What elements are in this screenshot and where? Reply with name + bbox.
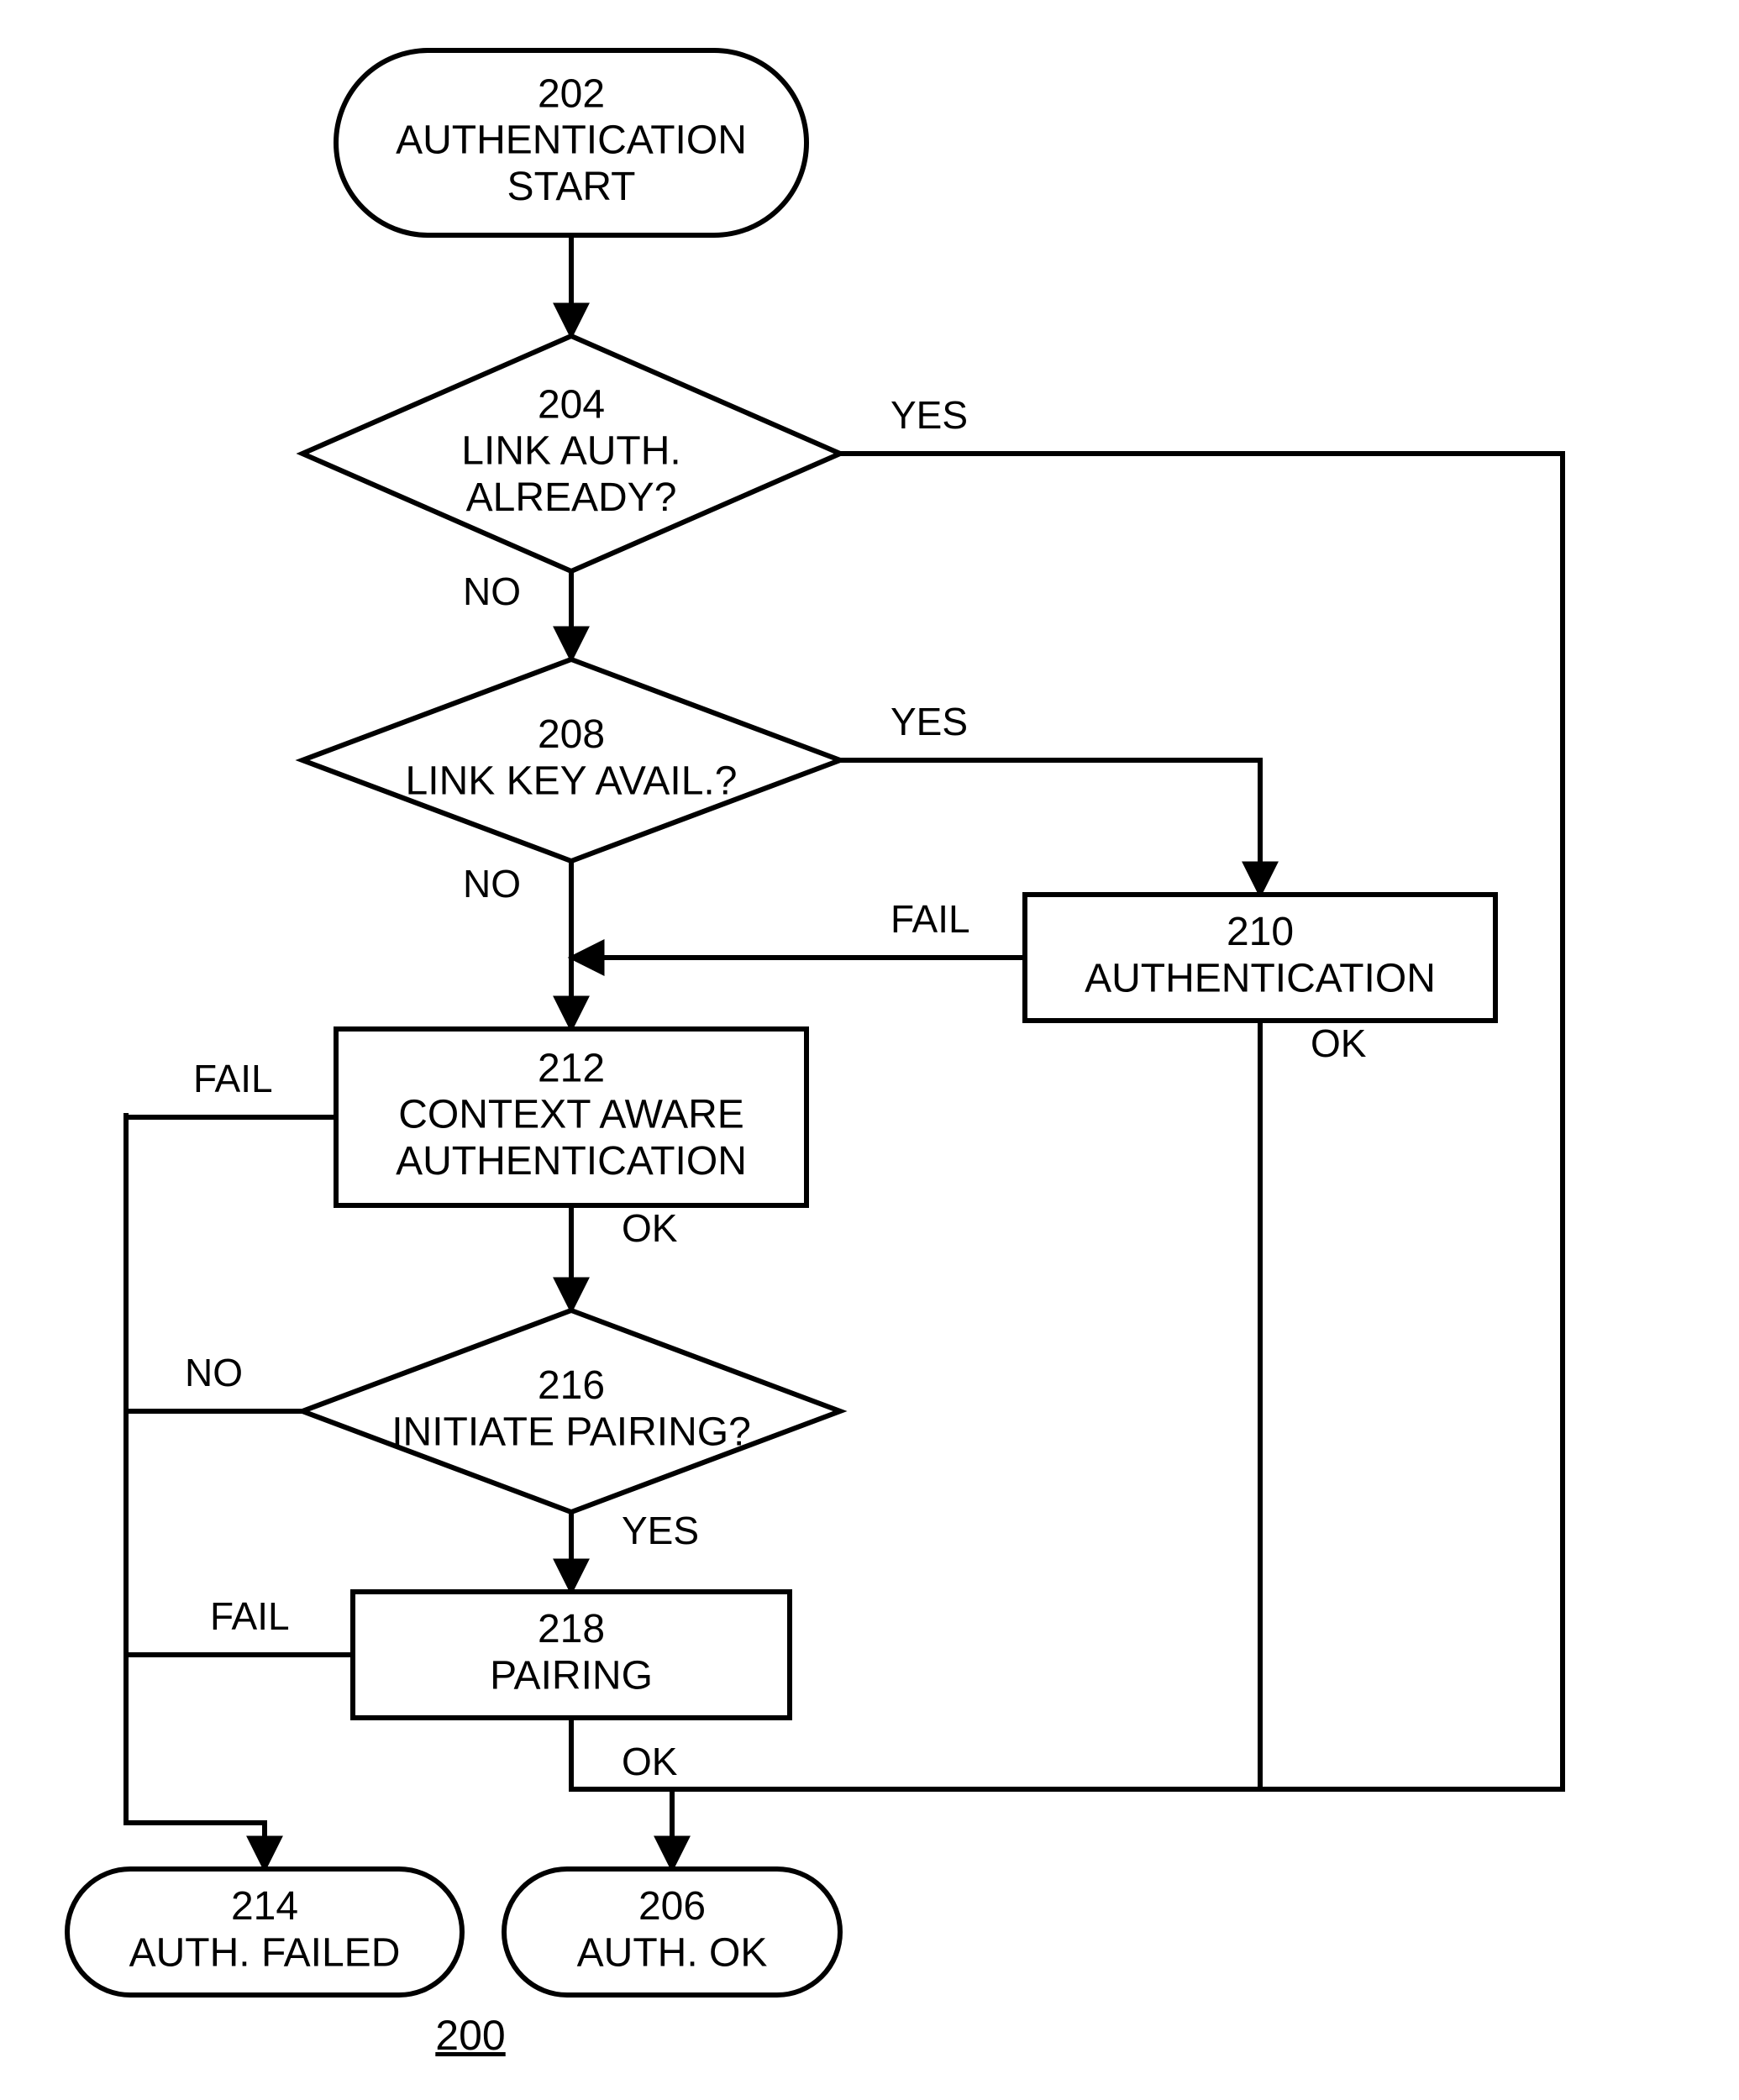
node-label: AUTHENTICATION xyxy=(1085,956,1436,1000)
node-n208: 208LINK KEY AVAIL.? xyxy=(302,659,840,861)
node-label: 214 xyxy=(231,1884,298,1929)
node-label: LINK KEY AVAIL.? xyxy=(406,759,738,803)
node-label: AUTHENTICATION xyxy=(396,1139,747,1184)
node-label: START xyxy=(507,165,636,209)
node-label: AUTHENTICATION xyxy=(396,118,747,163)
node-label: 212 xyxy=(538,1046,605,1090)
node-n204: 204LINK AUTH.ALREADY? xyxy=(302,336,840,571)
edge-label: YES xyxy=(891,700,968,743)
node-label: 204 xyxy=(538,382,605,427)
edge-label: FAIL xyxy=(193,1057,273,1100)
node-n218: 218PAIRING xyxy=(353,1592,790,1718)
edge-label: YES xyxy=(891,393,968,437)
edge xyxy=(126,1113,265,1869)
edge-label: YES xyxy=(622,1509,699,1552)
node-label: 202 xyxy=(538,71,605,116)
edge-label: NO xyxy=(463,570,521,613)
node-n216: 216INITIATE PAIRING? xyxy=(302,1310,840,1512)
node-label: 208 xyxy=(538,712,605,757)
node-label: CONTEXT AWARE xyxy=(398,1093,744,1137)
edge-label: OK xyxy=(1311,1021,1367,1065)
node-label: 210 xyxy=(1227,910,1294,954)
edge-label: FAIL xyxy=(891,897,970,941)
node-label: INITIATE PAIRING? xyxy=(391,1410,751,1454)
edge-label: NO xyxy=(185,1351,243,1394)
edge-label: NO xyxy=(463,862,521,906)
node-label: 206 xyxy=(638,1884,706,1929)
edge-label: OK xyxy=(622,1740,678,1783)
node-label: 218 xyxy=(538,1607,605,1651)
node-n212: 212CONTEXT AWAREAUTHENTICATION xyxy=(336,1029,806,1205)
node-label: AUTH. OK xyxy=(577,1930,768,1975)
node-n210: 210AUTHENTICATION xyxy=(1025,895,1495,1021)
node-n206: 206AUTH. OK xyxy=(504,1869,840,1995)
node-label: ALREADY? xyxy=(466,475,677,520)
node-label: LINK AUTH. xyxy=(461,429,680,474)
node-label: AUTH. FAILED xyxy=(129,1930,401,1975)
edge-label: OK xyxy=(622,1206,678,1250)
node-label: PAIRING xyxy=(490,1653,653,1698)
edge xyxy=(840,760,1260,895)
node-label: 216 xyxy=(538,1363,605,1408)
node-n202: 202AUTHENTICATIONSTART xyxy=(336,50,806,235)
figure-label: 200 xyxy=(435,2012,505,2059)
node-n214: 214AUTH. FAILED xyxy=(67,1869,462,1995)
edge xyxy=(126,1117,336,1823)
edge-label: FAIL xyxy=(210,1594,290,1638)
